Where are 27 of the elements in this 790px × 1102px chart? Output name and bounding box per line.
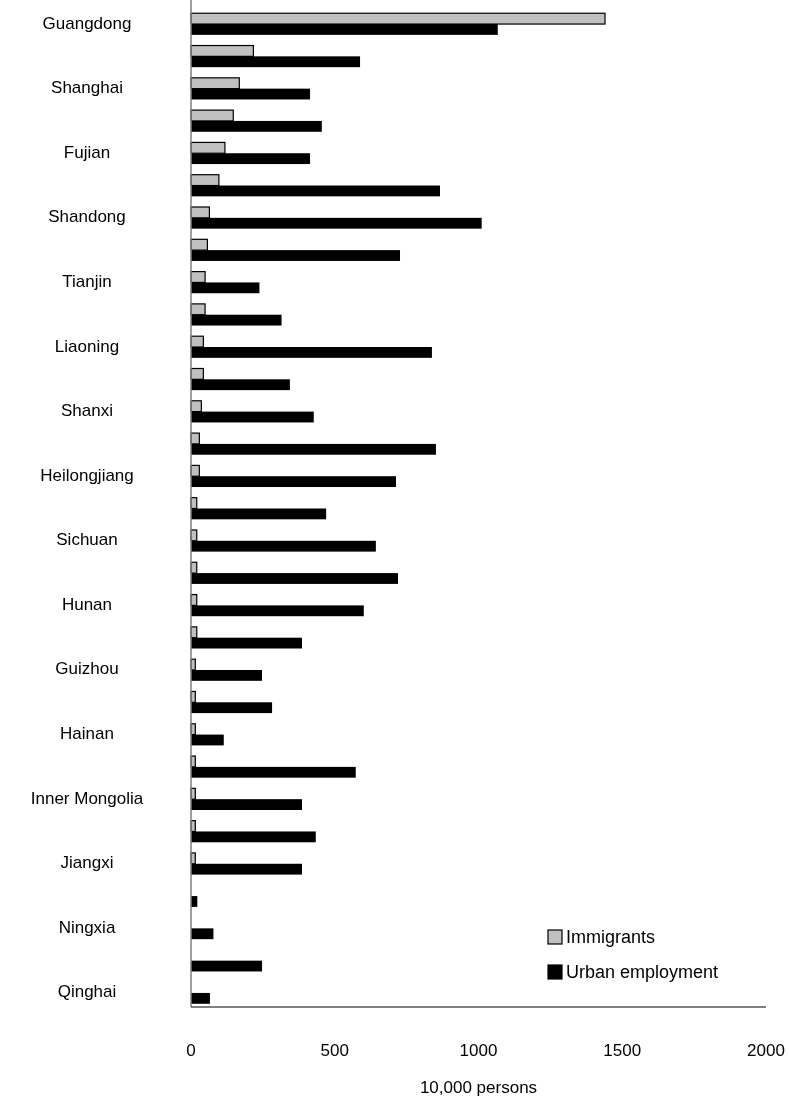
y-tick-label: Liaoning [54, 336, 120, 356]
y-tick-label: Guizhou [55, 659, 119, 679]
bar [191, 992, 210, 1004]
y-tick-label: Sichuan [56, 530, 118, 550]
legend-label: Urban employment [566, 961, 719, 982]
x-axis-title: 10,000 persons [419, 1078, 538, 1097]
y-tick-label: Hainan [60, 724, 114, 744]
legend-label: Immigrants [566, 926, 656, 947]
y-tick-label: Guangdong [42, 13, 132, 33]
y-tick-label: Inner Mongolia [30, 788, 144, 808]
bar [191, 928, 214, 940]
y-tick-label: Qinghai [57, 982, 117, 1002]
y-tick-label: Tianjin [62, 271, 112, 291]
x-tick-label: 0 [186, 1041, 196, 1060]
x-tick-label: 1000 [459, 1041, 498, 1060]
y-tick-label: Jiangxi [60, 853, 114, 873]
y-tick-label: Hunan [61, 594, 113, 614]
x-tick-label: 500 [320, 1041, 349, 1060]
y-tick-label: Ningxia [58, 917, 116, 937]
y-tick-label: Heilongjiang [40, 465, 134, 485]
y-tick-label: Shanxi [61, 401, 113, 421]
bar [191, 960, 263, 972]
x-tick-label: 2000 [747, 1041, 785, 1060]
y-tick-label: Fujian [63, 142, 111, 162]
x-tick-label: 1500 [603, 1041, 642, 1060]
y-tick-label: Shanghai [51, 78, 123, 98]
y-tick-label: Shandong [48, 207, 126, 227]
